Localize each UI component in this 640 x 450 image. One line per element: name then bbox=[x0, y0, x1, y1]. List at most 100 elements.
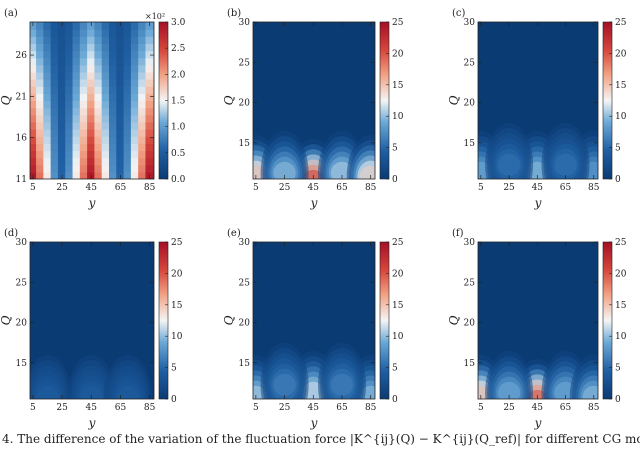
plot-frame bbox=[252, 21, 376, 180]
heatmap-cell bbox=[30, 64, 38, 73]
heatmap-cell bbox=[72, 143, 81, 152]
heatmap-cell bbox=[65, 93, 74, 102]
heatmap-cell bbox=[57, 100, 67, 109]
heatmap-cell bbox=[50, 121, 59, 130]
heatmap-cell bbox=[109, 64, 118, 73]
heatmap-cell bbox=[145, 164, 154, 173]
heatmap-cell bbox=[138, 114, 147, 123]
heatmap-cell bbox=[101, 143, 111, 152]
heatmap-cell bbox=[36, 79, 45, 87]
heatmap-cell bbox=[94, 164, 103, 173]
heatmap-blob bbox=[273, 373, 296, 397]
heatmap-cell bbox=[43, 136, 52, 144]
heatmap-cell bbox=[101, 157, 111, 166]
y-axis-label: Q bbox=[447, 95, 461, 105]
heatmap-cell bbox=[57, 64, 67, 73]
y-tick-label: 25 bbox=[239, 58, 251, 68]
colorbar-tick-label: 25 bbox=[615, 18, 627, 28]
heatmap-cell bbox=[36, 64, 45, 73]
x-axis-label: y bbox=[310, 196, 318, 210]
heatmap-cell bbox=[72, 150, 81, 159]
heatmap-cell bbox=[50, 22, 59, 30]
heatmap-cell bbox=[57, 143, 67, 152]
heatmap-cell bbox=[30, 43, 38, 52]
heatmap-cell bbox=[138, 171, 147, 179]
heatmap-cell bbox=[130, 114, 140, 123]
y-tick-label: 15 bbox=[239, 139, 251, 149]
heatmap-cell bbox=[138, 29, 147, 37]
x-tick-label: 5 bbox=[253, 183, 259, 193]
heatmap-cell bbox=[130, 136, 140, 144]
heatmap-cell bbox=[36, 71, 45, 80]
heatmap-cell bbox=[57, 107, 67, 116]
x-tick-label: 25 bbox=[503, 403, 515, 413]
panel-label: (e) bbox=[227, 228, 241, 239]
heatmap-cell bbox=[94, 57, 103, 66]
colorbar-tick-label: 0 bbox=[392, 395, 398, 405]
heatmap-cell bbox=[65, 107, 74, 116]
heatmap-cell bbox=[65, 29, 74, 37]
heatmap-cell bbox=[87, 36, 96, 45]
heatmap-cell bbox=[79, 143, 89, 152]
colorbar-tick-label: 15 bbox=[615, 301, 627, 311]
x-tick-label: 45 bbox=[308, 183, 320, 193]
heatmap-cell bbox=[123, 164, 132, 173]
heatmap-cell bbox=[79, 86, 89, 94]
x-tick-label: 65 bbox=[115, 183, 127, 193]
heatmap-cell bbox=[130, 36, 140, 45]
heatmap-cell bbox=[101, 171, 111, 179]
heatmap-cell bbox=[94, 79, 103, 87]
heatmap-cell bbox=[43, 100, 52, 109]
colorbar-tick-label: 10 bbox=[615, 332, 627, 342]
heatmap-cell bbox=[138, 100, 147, 109]
heatmap-cell bbox=[123, 22, 132, 30]
y-axis-label: Q bbox=[0, 95, 13, 105]
heatmap-cell bbox=[101, 36, 111, 45]
heatmap-cell bbox=[50, 71, 59, 80]
x-tick-label: 85 bbox=[365, 183, 377, 193]
y-tick-label: 25 bbox=[16, 278, 28, 288]
heatmap-cell bbox=[109, 93, 118, 102]
heatmap-cell bbox=[123, 93, 132, 102]
heatmap-cell bbox=[94, 93, 103, 102]
heatmap-cell bbox=[65, 114, 74, 123]
heatmap-cell bbox=[87, 79, 96, 87]
heatmap-cell bbox=[72, 164, 81, 173]
y-tick-label: 20 bbox=[464, 99, 476, 109]
heatmap-cell bbox=[72, 43, 81, 52]
heatmap-cell bbox=[123, 150, 132, 159]
heatmap-cell bbox=[57, 150, 67, 159]
heatmap-cell bbox=[101, 136, 111, 144]
heatmap-cell bbox=[109, 136, 118, 144]
heatmap-cell bbox=[109, 107, 118, 116]
heatmap-cell bbox=[145, 43, 154, 52]
x-tick-label: 65 bbox=[336, 403, 348, 413]
heatmap-field bbox=[30, 242, 154, 399]
heatmap-cell bbox=[79, 100, 89, 109]
colorbar-tick-label: 0 bbox=[615, 395, 621, 405]
heatmap-cell bbox=[130, 107, 140, 116]
heatmap-cell bbox=[145, 100, 154, 109]
heatmap-cell bbox=[50, 50, 59, 59]
heatmap-cell bbox=[109, 71, 118, 80]
plot-frame bbox=[29, 241, 155, 400]
heatmap-cell bbox=[36, 157, 45, 166]
heatmap-cell bbox=[94, 86, 103, 94]
heatmap-cell bbox=[109, 79, 118, 87]
heatmap-cell bbox=[116, 64, 125, 73]
heatmap-cell bbox=[87, 143, 96, 152]
heatmap-cell bbox=[57, 164, 67, 173]
colorbar bbox=[602, 21, 613, 180]
panel-f: 5 25 45 65 85 15 20 25 30 y Q (f) 0 5 10 15 20 25 bbox=[447, 228, 627, 430]
heatmap-cell bbox=[145, 157, 154, 166]
heatmap-cell bbox=[50, 164, 59, 173]
heatmap-cell bbox=[50, 64, 59, 73]
heatmap-cell bbox=[123, 114, 132, 123]
colorbar-tick-label: 10 bbox=[615, 112, 627, 122]
colorbar-tick-label: 5 bbox=[392, 364, 398, 374]
heatmap-cell bbox=[138, 93, 147, 102]
x-tick-label: 25 bbox=[56, 183, 68, 193]
heatmap-cell bbox=[109, 114, 118, 123]
heatmap-cell bbox=[57, 93, 67, 102]
